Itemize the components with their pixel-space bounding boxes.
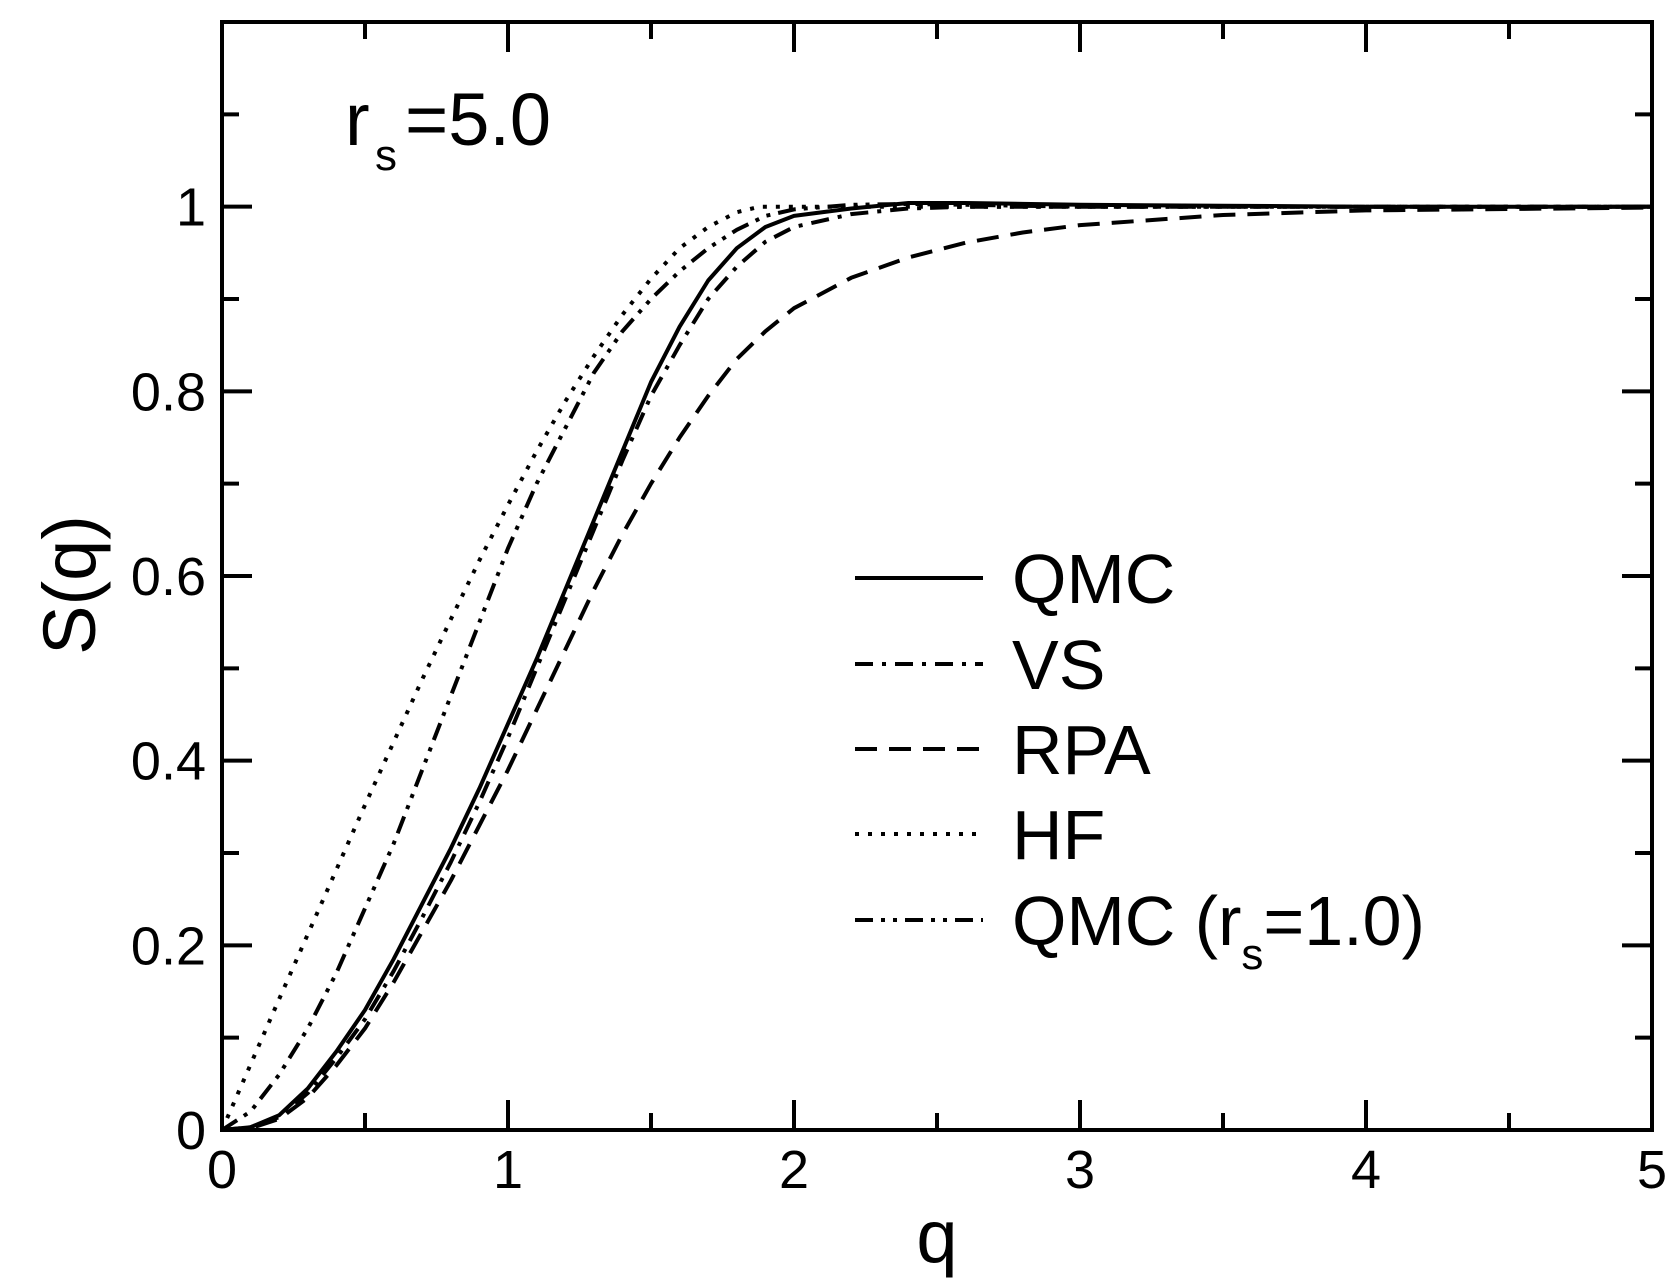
annotation-value: =5.0 [405, 78, 551, 161]
x-tick-label: 2 [779, 1140, 809, 1200]
series-line-1 [221, 204, 1652, 1132]
legend-label-0: QMC [1012, 540, 1175, 618]
y-tick-label: 1 [176, 178, 206, 238]
annotation-subscript: s [375, 131, 397, 180]
series-line-0 [221, 201, 1652, 1132]
legend-label-3: HF [1012, 796, 1105, 874]
legend-label-1: VS [1012, 626, 1105, 704]
series-line-4 [220, 201, 1652, 1132]
y-tick-label: 0 [176, 1101, 206, 1161]
x-tick-label: 4 [1351, 1140, 1381, 1200]
x-tick-label: 0 [207, 1140, 237, 1200]
tick-labels: 0 1 2 3 4 5 0 0.2 0.4 0.6 0.8 1 [131, 178, 1667, 1200]
y-tick-label: 0.6 [131, 547, 206, 607]
series-line-3 [220, 204, 1652, 1131]
x-tick-label: 1 [493, 1140, 523, 1200]
x-tick-label: 5 [1637, 1140, 1667, 1200]
legend-label-4: QMC (rs=1.0) [1012, 882, 1425, 979]
series-line-2 [221, 205, 1653, 1132]
rs-annotation: r s =5.0 [345, 78, 551, 180]
y-tick-label: 0.2 [131, 916, 206, 976]
y-axis-label: S(q) [28, 515, 111, 655]
annotation-r: r [345, 78, 370, 161]
y-tick-label: 0.4 [131, 732, 206, 792]
legend-label-2: RPA [1012, 711, 1151, 789]
x-tick-label: 3 [1065, 1140, 1095, 1200]
series-lines [220, 201, 1653, 1132]
ticks [220, 20, 1654, 1132]
x-axis-label: q [916, 1195, 957, 1278]
y-tick-label: 0.8 [131, 362, 206, 422]
